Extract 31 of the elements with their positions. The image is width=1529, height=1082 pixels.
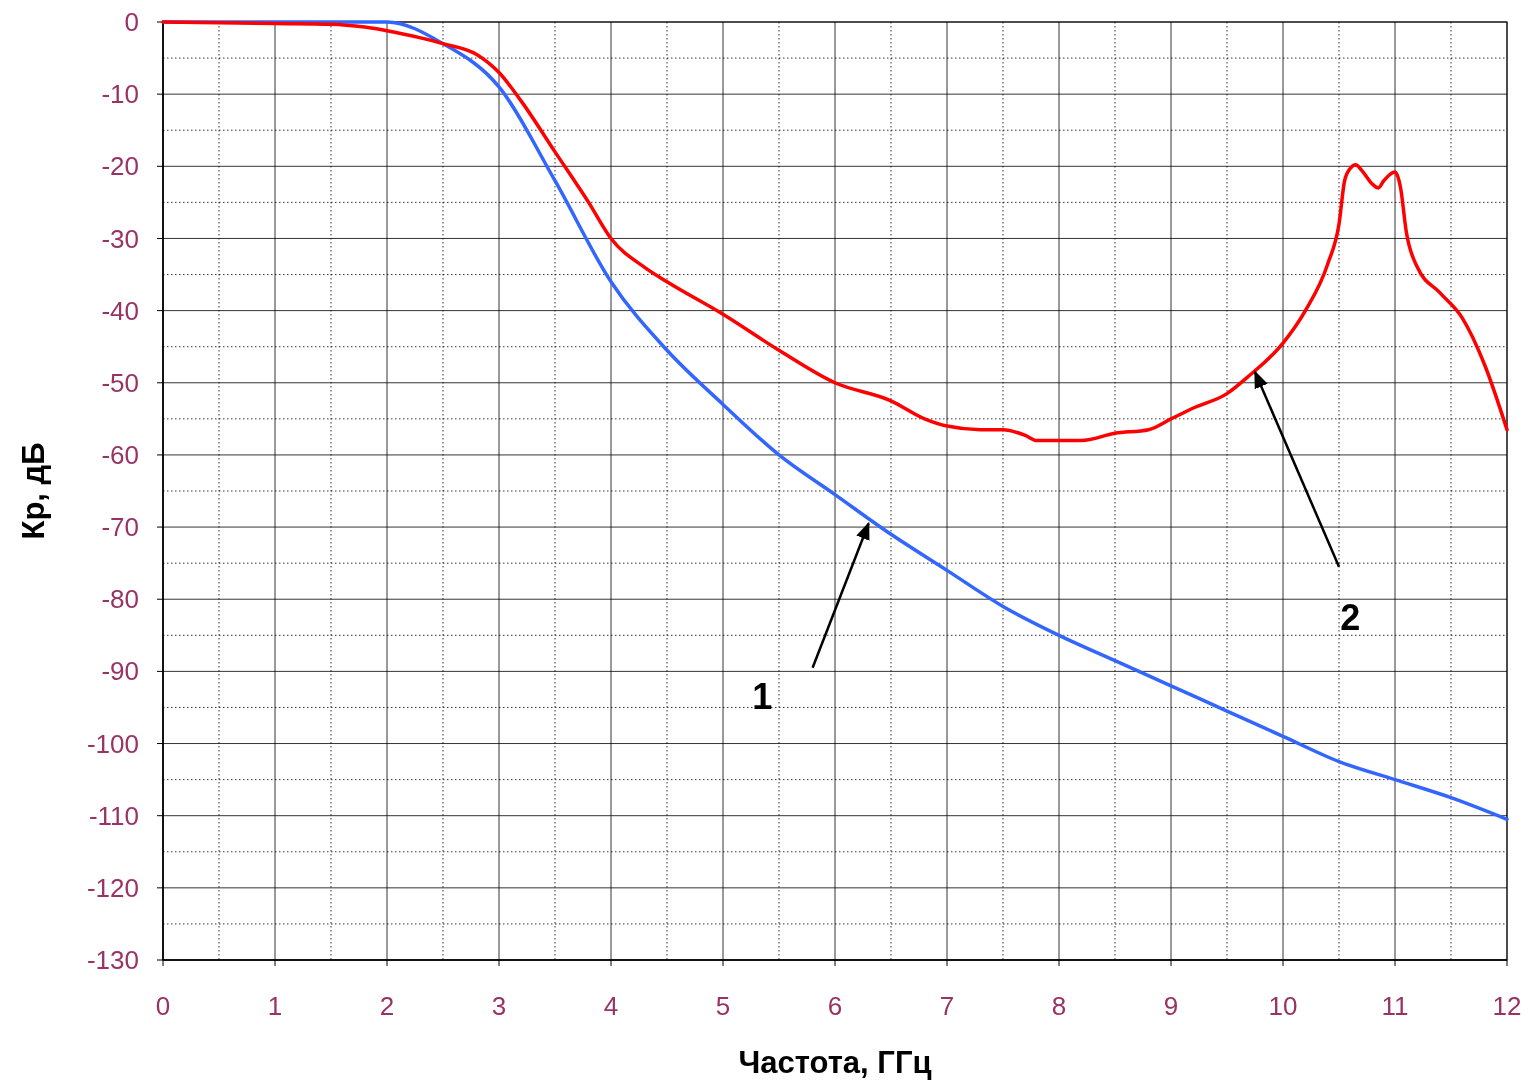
y-tick-label: -90 (101, 656, 139, 687)
y-tick-label: -80 (101, 584, 139, 615)
y-axis-title: Кр, дБ (16, 442, 51, 540)
annotation: 2 (1340, 596, 1361, 638)
y-tick-label: -70 (101, 512, 139, 543)
x-axis-title: Частота, ГГц (738, 1045, 932, 1080)
x-tick-label: 4 (603, 991, 619, 1021)
y-tick-label: -20 (101, 151, 139, 182)
y-tick-label: -40 (101, 295, 139, 326)
x-tick-label: 2 (379, 991, 395, 1021)
y-tick-label: -110 (88, 800, 139, 831)
y-tick-label: -100 (86, 728, 139, 759)
x-tick-label: 5 (715, 991, 731, 1021)
y-tick-label: -30 (101, 223, 139, 254)
y-tick-label: -10 (101, 79, 139, 110)
x-tick-label: 0 (155, 991, 171, 1021)
x-tick-label: 7 (939, 991, 955, 1021)
x-tick-label: 11 (1381, 991, 1409, 1021)
annotation: 1 (752, 676, 773, 718)
y-tick-label: -50 (101, 367, 139, 398)
x-tick-label: 8 (1051, 991, 1067, 1021)
x-tick-label: 1 (267, 991, 283, 1021)
x-tick-label: 9 (1163, 991, 1179, 1021)
y-tick-label: -60 (101, 440, 139, 471)
x-tick-label: 6 (827, 991, 843, 1021)
y-tick-label: -130 (86, 945, 139, 976)
x-tick-label: 3 (491, 991, 507, 1021)
y-tick-label: -120 (86, 872, 139, 903)
x-tick-label: 10 (1268, 991, 1298, 1021)
y-tick-label: 0 (124, 7, 139, 38)
x-tick-label: 12 (1492, 991, 1522, 1021)
